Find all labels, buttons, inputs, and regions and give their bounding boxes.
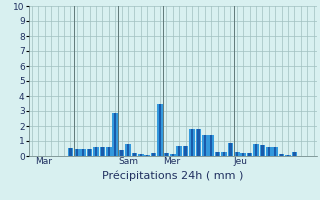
Bar bbox=[151, 153, 156, 156]
Bar bbox=[215, 152, 220, 156]
Bar bbox=[144, 154, 150, 156]
Bar bbox=[74, 148, 80, 156]
Bar bbox=[82, 148, 84, 156]
Bar bbox=[255, 144, 257, 156]
Bar bbox=[100, 147, 105, 156]
Bar bbox=[127, 144, 129, 156]
Bar bbox=[261, 145, 264, 156]
Bar bbox=[274, 147, 276, 156]
Bar bbox=[133, 153, 136, 156]
Bar bbox=[266, 147, 272, 156]
Bar bbox=[210, 135, 212, 156]
Bar bbox=[247, 153, 252, 156]
Bar bbox=[106, 147, 112, 156]
Bar bbox=[120, 150, 123, 156]
Bar bbox=[172, 154, 174, 156]
X-axis label: Précipitations 24h ( mm ): Précipitations 24h ( mm ) bbox=[102, 171, 244, 181]
Bar bbox=[260, 145, 265, 156]
Bar bbox=[88, 148, 91, 156]
Bar bbox=[140, 154, 142, 156]
Bar bbox=[196, 129, 201, 156]
Bar bbox=[292, 152, 297, 156]
Bar bbox=[216, 152, 219, 156]
Bar bbox=[184, 146, 187, 156]
Bar bbox=[221, 152, 227, 156]
Bar bbox=[146, 154, 148, 156]
Bar bbox=[95, 147, 97, 156]
Bar bbox=[242, 153, 244, 156]
Bar bbox=[164, 153, 169, 156]
Bar bbox=[112, 112, 118, 156]
Bar bbox=[191, 129, 193, 156]
Bar bbox=[234, 152, 240, 156]
Bar bbox=[202, 135, 208, 156]
Bar bbox=[280, 154, 283, 156]
Bar bbox=[80, 148, 86, 156]
Bar bbox=[178, 146, 180, 156]
Bar bbox=[248, 153, 251, 156]
Bar bbox=[119, 150, 124, 156]
Bar bbox=[204, 135, 206, 156]
Bar bbox=[183, 146, 188, 156]
Bar bbox=[76, 148, 78, 156]
Bar bbox=[101, 147, 104, 156]
Bar bbox=[176, 146, 182, 156]
Bar bbox=[125, 144, 131, 156]
Bar bbox=[268, 147, 270, 156]
Bar bbox=[223, 152, 225, 156]
Bar bbox=[114, 112, 116, 156]
Bar bbox=[69, 148, 72, 156]
Bar bbox=[253, 144, 259, 156]
Bar bbox=[272, 147, 278, 156]
Bar bbox=[293, 152, 296, 156]
Bar bbox=[138, 154, 144, 156]
Bar bbox=[108, 147, 110, 156]
Bar bbox=[165, 153, 168, 156]
Bar bbox=[240, 153, 246, 156]
Bar bbox=[208, 135, 214, 156]
Bar bbox=[132, 153, 137, 156]
Bar bbox=[236, 152, 238, 156]
Bar bbox=[170, 154, 176, 156]
Bar bbox=[87, 148, 92, 156]
Bar bbox=[197, 129, 200, 156]
Bar bbox=[228, 142, 233, 156]
Bar bbox=[68, 148, 73, 156]
Bar bbox=[285, 154, 291, 156]
Bar bbox=[189, 129, 195, 156]
Bar bbox=[93, 147, 99, 156]
Bar bbox=[157, 104, 163, 156]
Bar bbox=[279, 154, 284, 156]
Bar bbox=[159, 104, 161, 156]
Bar bbox=[287, 154, 289, 156]
Bar bbox=[152, 153, 155, 156]
Bar bbox=[229, 142, 232, 156]
